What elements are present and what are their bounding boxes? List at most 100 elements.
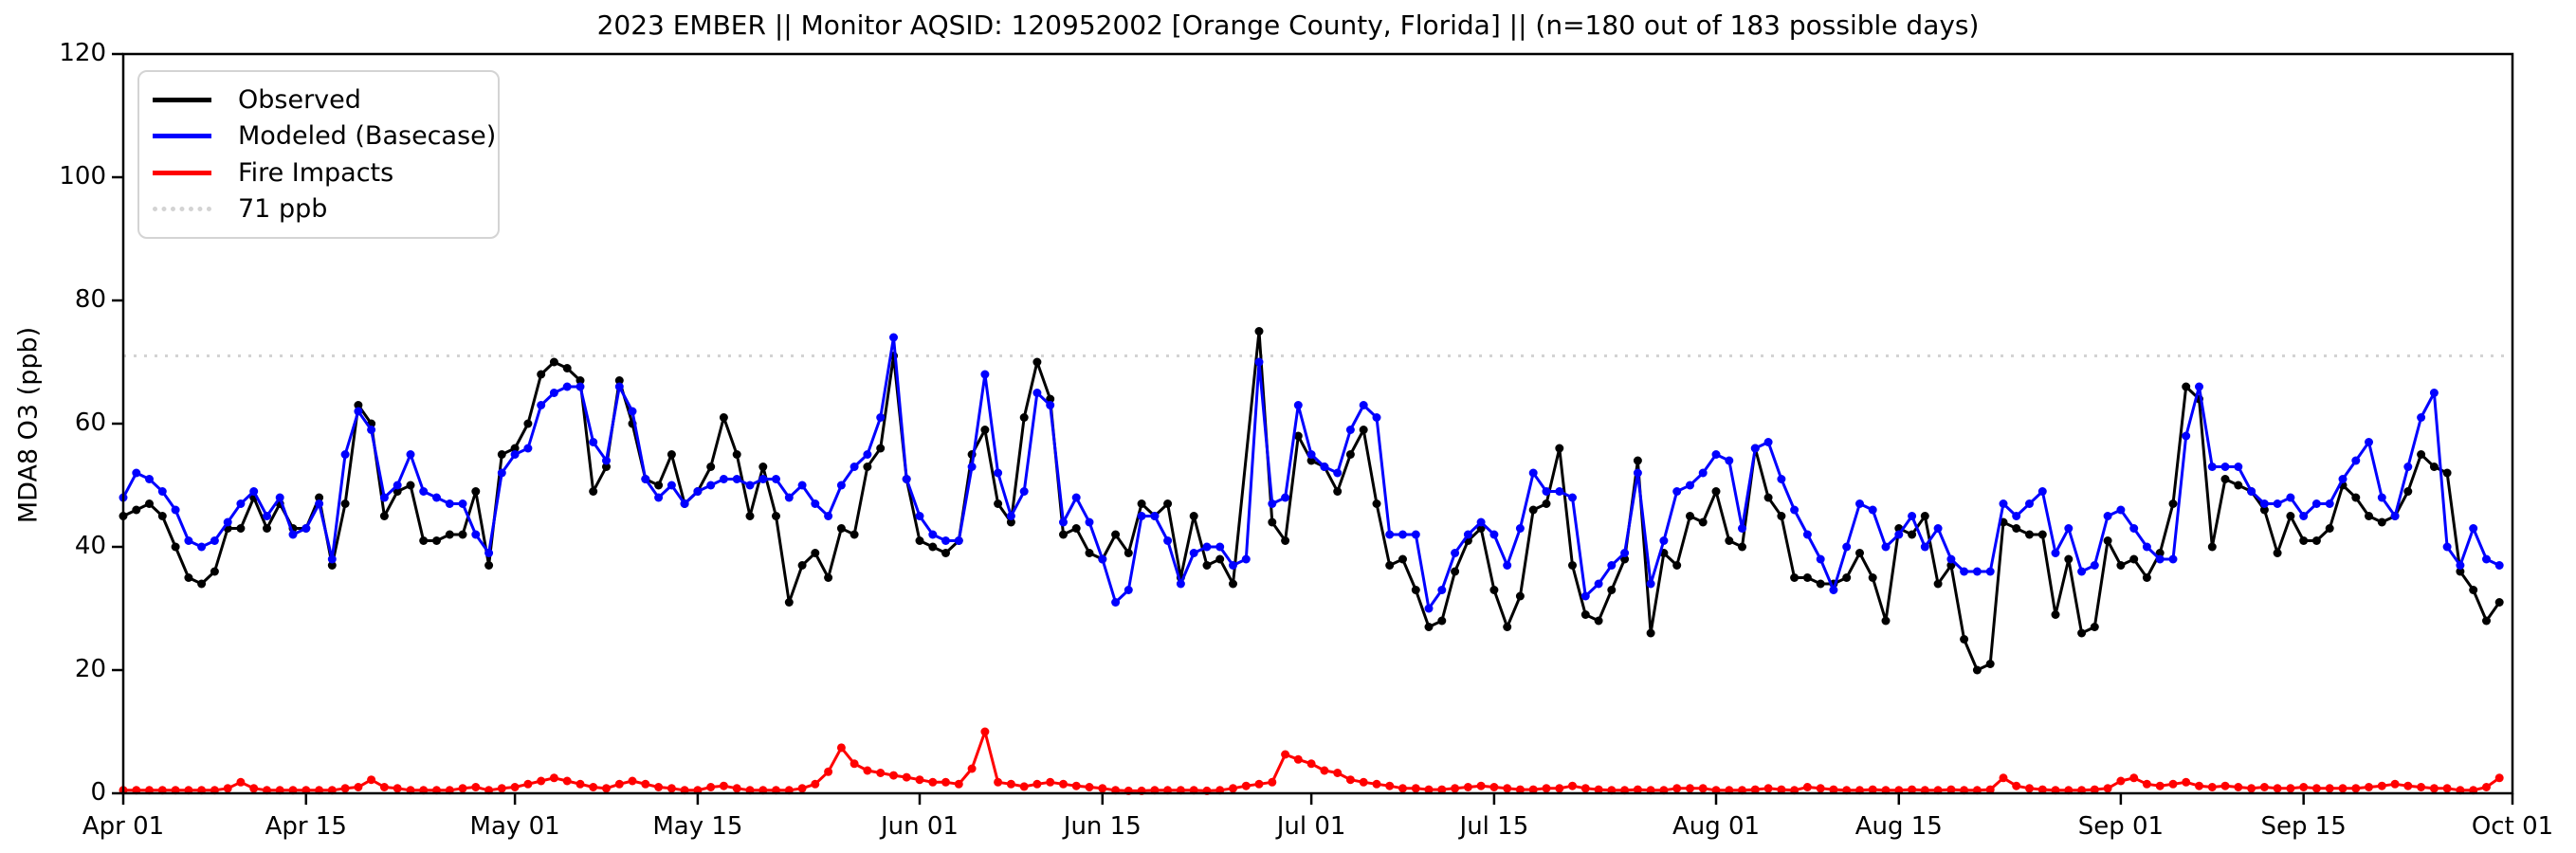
data-point [1281, 493, 1290, 502]
data-point [393, 487, 402, 496]
data-point [1881, 616, 1891, 626]
data-point [1019, 487, 1029, 496]
data-point [1946, 785, 1956, 794]
data-point [772, 512, 780, 520]
data-point [2286, 784, 2295, 793]
data-point [197, 579, 207, 589]
data-point [824, 512, 833, 520]
data-point [510, 450, 520, 459]
data-point [745, 481, 755, 490]
data-point [693, 487, 703, 496]
data-point [2182, 431, 2191, 441]
data-point [1908, 512, 1917, 520]
data-point [2259, 783, 2269, 791]
data-point [1451, 567, 1460, 576]
data-point [1032, 779, 1042, 789]
data-point [1476, 517, 1486, 527]
data-point [145, 475, 154, 483]
data-point [628, 407, 637, 416]
data-point [1999, 773, 2008, 783]
data-point [1515, 591, 1525, 601]
data-point [1124, 549, 1133, 557]
data-point [1059, 779, 1068, 789]
data-point [419, 536, 429, 545]
data-point [876, 769, 886, 777]
data-point [1137, 512, 1146, 520]
data-point [1293, 754, 1303, 764]
data-point [1411, 784, 1420, 793]
data-point [2325, 784, 2334, 793]
x-tick-label: May 15 [652, 812, 743, 841]
data-point [2234, 783, 2243, 791]
data-point [811, 779, 820, 789]
data-point [2351, 784, 2361, 793]
data-point [2325, 524, 2334, 533]
data-point [1359, 401, 1368, 409]
data-point [2365, 438, 2373, 446]
data-point [994, 468, 1003, 478]
data-point [236, 777, 246, 787]
fire-impacts-series-markers [119, 727, 2504, 795]
data-point [850, 463, 859, 471]
data-point [719, 781, 728, 790]
data-point [2142, 779, 2151, 789]
data-point [706, 481, 716, 490]
data-point [2338, 475, 2348, 483]
modeled-basecase-series-markers [119, 333, 2504, 613]
data-point [2129, 524, 2139, 533]
data-point [2469, 586, 2478, 594]
data-point [1711, 450, 1721, 459]
data-point [967, 463, 977, 471]
data-point [772, 475, 780, 483]
data-point [732, 450, 741, 459]
data-point [2037, 785, 2047, 794]
data-point [1555, 784, 1564, 793]
data-point [2259, 499, 2269, 508]
data-point [1790, 573, 1800, 582]
data-point [2311, 784, 2321, 793]
data-point [2220, 781, 2230, 790]
data-point [288, 530, 298, 539]
data-point [1372, 413, 1381, 422]
data-point [497, 450, 506, 459]
data-point [575, 376, 585, 385]
y-tick-label: 20 [74, 655, 106, 683]
data-point [1281, 750, 1290, 759]
data-point [602, 456, 611, 465]
data-point [1633, 456, 1642, 465]
data-point [2142, 542, 2151, 552]
data-point [2299, 512, 2309, 520]
data-point [1960, 567, 1969, 576]
data-point [1985, 785, 1995, 794]
data-point [1111, 530, 1121, 539]
data-point [1607, 561, 1617, 570]
data-point [2351, 456, 2361, 465]
data-point [928, 542, 938, 552]
data-point [379, 493, 389, 502]
data-point [1176, 579, 1185, 589]
data-point [1437, 586, 1447, 594]
data-point [2155, 781, 2165, 790]
data-point [1085, 783, 1094, 791]
data-point [2286, 493, 2295, 502]
data-point [2129, 773, 2139, 783]
data-point [994, 499, 1003, 508]
data-point [2168, 779, 2178, 789]
data-point [1489, 586, 1499, 594]
data-point [1293, 401, 1303, 409]
data-point [1711, 487, 1721, 496]
data-point [2377, 781, 2386, 790]
data-point [549, 357, 558, 367]
data-point [1098, 784, 1107, 793]
legend-item-threshold: 71 ppb [153, 191, 484, 228]
y-tick-label: 120 [59, 39, 106, 67]
data-point [2012, 524, 2021, 533]
data-point [1215, 542, 1225, 552]
data-point [1920, 512, 1929, 520]
data-point [2207, 463, 2217, 471]
data-point [367, 775, 376, 785]
data-point [2429, 463, 2439, 471]
data-point [2116, 561, 2126, 570]
data-point [562, 382, 572, 391]
